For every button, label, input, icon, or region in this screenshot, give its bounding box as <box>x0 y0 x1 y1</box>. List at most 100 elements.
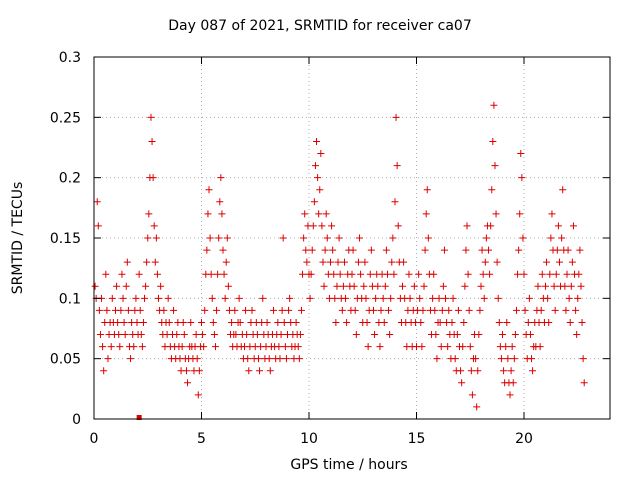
data-point <box>381 282 389 290</box>
data-point <box>559 186 567 194</box>
data-point <box>303 258 311 266</box>
data-point <box>203 246 211 254</box>
data-point <box>356 234 364 242</box>
data-point <box>415 270 423 278</box>
data-point <box>364 343 372 351</box>
data-point <box>133 318 141 326</box>
data-point <box>436 318 444 326</box>
data-point <box>516 210 524 218</box>
data-point <box>93 198 101 206</box>
data-point <box>332 318 340 326</box>
data-point <box>489 137 497 145</box>
data-point <box>524 318 532 326</box>
data-point <box>529 367 537 375</box>
data-point <box>577 282 585 290</box>
data-point <box>201 306 209 314</box>
data-point <box>243 331 251 339</box>
data-point <box>317 150 325 158</box>
data-point <box>461 282 469 290</box>
data-point <box>518 174 526 182</box>
data-point <box>277 331 285 339</box>
data-point <box>118 270 126 278</box>
data-point <box>406 294 414 302</box>
data-point <box>354 258 362 266</box>
data-point <box>367 246 375 254</box>
data-point <box>142 282 150 290</box>
data-point <box>462 246 470 254</box>
data-point <box>199 331 207 339</box>
data-point <box>195 367 203 375</box>
data-point <box>400 258 408 266</box>
data-point <box>474 367 482 375</box>
data-point <box>219 246 227 254</box>
data-point <box>145 210 153 218</box>
data-point <box>343 318 351 326</box>
data-point <box>445 306 453 314</box>
data-point <box>149 174 157 182</box>
data-point <box>457 367 465 375</box>
x-tick-label: 5 <box>197 431 206 447</box>
data-point <box>554 222 562 230</box>
data-point <box>310 198 318 206</box>
data-point <box>155 294 162 302</box>
data-point <box>374 282 382 290</box>
data-point <box>417 318 425 326</box>
data-point <box>453 331 461 339</box>
data-point <box>380 318 388 326</box>
data-point <box>510 355 518 363</box>
data-point <box>204 210 212 218</box>
data-point <box>100 367 108 375</box>
data-point <box>432 331 440 339</box>
data-point <box>315 210 323 218</box>
data-point <box>95 306 103 314</box>
data-point <box>506 391 514 399</box>
data-point <box>419 306 427 314</box>
data-point <box>548 210 556 218</box>
data-point <box>96 331 104 339</box>
data-point <box>327 258 334 266</box>
data-point <box>280 318 288 326</box>
data-point <box>235 294 243 302</box>
data-point <box>566 318 574 326</box>
data-point <box>299 270 307 278</box>
data-point <box>116 343 124 351</box>
data-point <box>576 246 584 254</box>
data-point <box>493 258 501 266</box>
data-point <box>503 318 511 326</box>
data-point <box>352 331 360 339</box>
data-point <box>567 282 575 290</box>
data-point <box>376 343 384 351</box>
data-point <box>366 270 374 278</box>
data-point <box>476 306 484 314</box>
y-tick-label: 0.2 <box>59 171 81 187</box>
data-point <box>282 355 290 363</box>
data-point <box>114 318 122 326</box>
data-point <box>144 234 152 242</box>
data-point <box>333 282 341 290</box>
x-tick-label: 0 <box>90 431 99 447</box>
data-point <box>543 258 551 266</box>
data-point <box>393 162 401 170</box>
data-point <box>187 318 195 326</box>
data-point <box>147 113 155 121</box>
data-point <box>342 294 350 302</box>
data-point <box>270 306 278 314</box>
data-point <box>320 282 328 290</box>
data-point <box>336 270 344 278</box>
data-point <box>509 379 517 387</box>
data-point <box>307 270 315 278</box>
data-point <box>492 210 500 218</box>
data-point <box>322 210 330 218</box>
data-point <box>488 186 496 194</box>
data-point <box>440 246 448 254</box>
data-point <box>213 306 221 314</box>
data-point <box>431 306 439 314</box>
data-point <box>170 306 178 314</box>
data-point <box>360 282 368 290</box>
data-point <box>313 137 321 145</box>
data-point <box>370 306 377 314</box>
data-point <box>178 343 186 351</box>
data-point <box>152 234 160 242</box>
data-point <box>173 331 181 339</box>
data-point <box>468 391 476 399</box>
